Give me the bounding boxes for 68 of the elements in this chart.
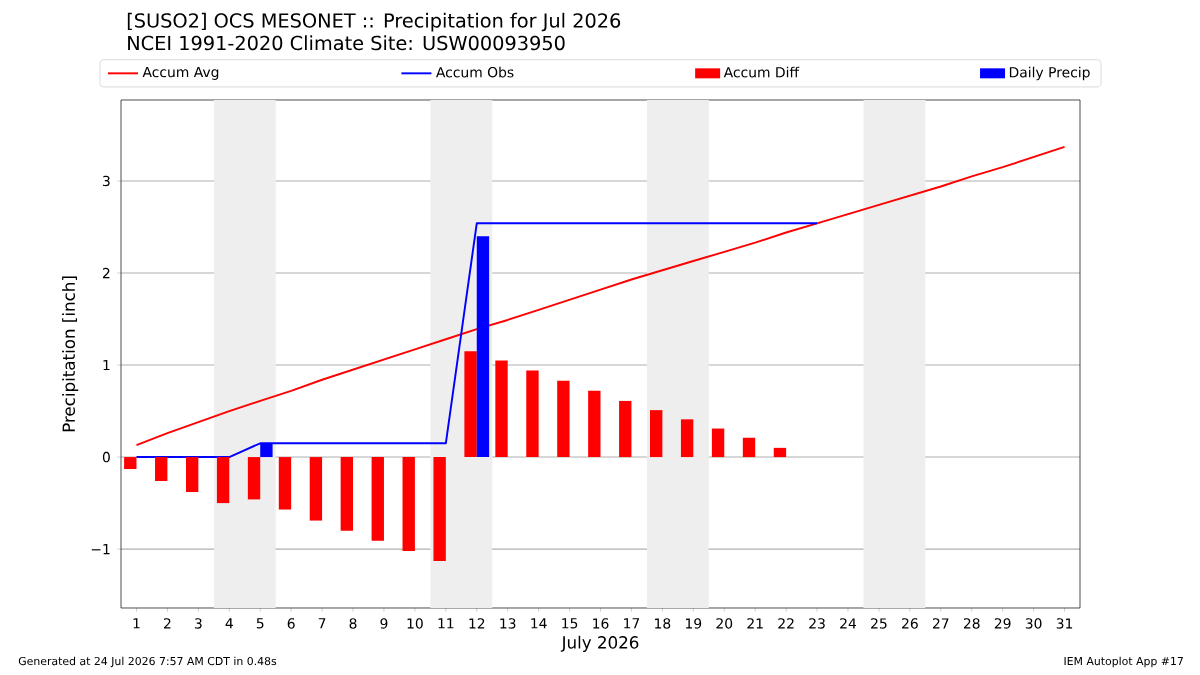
bar (557, 380, 570, 458)
x-tick-label: 31 (1056, 618, 1073, 629)
x-tick-label: 6 (287, 618, 295, 629)
x-tick-label: 13 (500, 618, 516, 629)
bar (185, 457, 199, 493)
x-tick-label: 19 (686, 618, 702, 629)
x-tick-label: 15 (562, 618, 578, 629)
bar (155, 457, 168, 481)
text: IEM Autoplot App #17 (1064, 656, 1183, 668)
x-tick-label: 28 (963, 618, 980, 629)
chart-title: [SUSO2] OCS MESONET :: Precipitation for Jul 2026 (127, 12, 621, 32)
legend-label: Daily Precip (1009, 66, 1090, 81)
chart-subtitle: NCEI 1991-2020 Climate Site: USW00093950 (128, 35, 565, 51)
x-tick-label: 26 (902, 618, 918, 629)
bar (773, 447, 787, 458)
bar (402, 457, 415, 551)
x-tick-label: 16 (593, 618, 609, 629)
x-tick-label: 23 (809, 618, 825, 629)
bar (433, 457, 446, 562)
y-tick-label: −1 (91, 544, 110, 555)
bar (495, 360, 508, 458)
bar (588, 390, 601, 458)
x-tick-label: 17 (624, 618, 640, 629)
legend-label: Accum Obs (436, 66, 514, 78)
bar (619, 400, 632, 458)
bar (526, 370, 539, 458)
x-tick-label: 11 (438, 618, 454, 629)
legend-label: Accum Diff (723, 66, 800, 78)
bar (278, 457, 292, 510)
text: Generated at 24 Jul 2026 7:57 AM CDT in 0.48s (18, 656, 277, 668)
x-tick-label: 24 (840, 618, 857, 629)
x-tick-label: 1 (133, 618, 140, 629)
y-tick-label: 0 (102, 451, 110, 463)
x-tick-label: 8 (349, 618, 357, 629)
x-tick-label: 10 (407, 618, 423, 629)
x-tick-label: 5 (256, 618, 264, 629)
x-tick-label: 27 (932, 618, 949, 629)
bar (340, 457, 354, 531)
y-tick-label: 3 (103, 175, 110, 187)
x-tick-label: 14 (531, 618, 547, 629)
x-tick-label: 22 (778, 618, 794, 629)
x-tick-label: 21 (747, 618, 763, 629)
bar (247, 457, 261, 500)
x-tick-label: 7 (318, 618, 326, 629)
x-tick-label: 2 (164, 618, 171, 629)
bar (124, 457, 137, 470)
bar (371, 457, 384, 541)
y-tick-label: 2 (102, 267, 110, 279)
x-tick-label: 4 (225, 618, 233, 629)
y-tick-label: 1 (103, 359, 110, 371)
bar (711, 428, 725, 458)
x-tick-label: 30 (1025, 618, 1042, 629)
bar (650, 410, 663, 458)
bar (309, 457, 323, 521)
x-tick-label: 3 (194, 618, 202, 629)
x-tick-label: 12 (469, 618, 485, 629)
x-tick-label: 18 (655, 618, 671, 629)
x-tick-label: 9 (380, 618, 388, 629)
x-tick-label: 29 (994, 618, 1011, 629)
x-tick-label: 25 (871, 618, 887, 629)
bar (680, 419, 694, 458)
y-axis-title: Precipitation [inch] (62, 276, 79, 432)
x-tick-label: 20 (716, 618, 733, 629)
bar (216, 457, 230, 504)
bar (464, 351, 477, 458)
bar (742, 437, 756, 458)
legend-label: Accum Avg (142, 66, 219, 80)
x-axis-title: July 2026 (560, 635, 639, 652)
